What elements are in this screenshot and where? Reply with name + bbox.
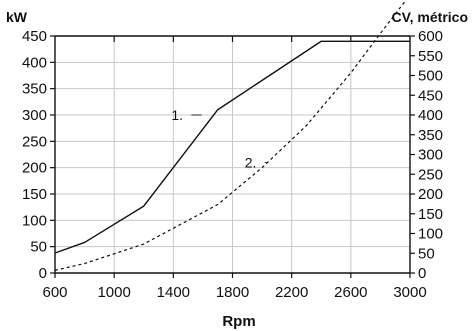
right-tick-label: 200 [418,186,443,203]
right-tick-label: 350 [418,127,443,144]
x-tick-label: 2600 [334,284,367,301]
series-2-label: 2. [245,154,257,170]
x-tick-label: 1800 [216,284,249,301]
right-tick-label: 400 [418,107,443,124]
x-tick-label: 1400 [157,284,190,301]
right-tick-label: 450 [418,87,443,104]
right-tick-label: 0 [418,265,426,282]
right-tick-label: 150 [418,206,443,223]
right-tick-label: 550 [418,48,443,65]
x-tick-label: 2200 [275,284,308,301]
series-1-power-kw-line [54,40,410,254]
right-tick-label: 600 [418,28,443,45]
right-axis-ticks: 0 50 100 150 200 250 300 350 400 450 500 550 600 [410,28,443,282]
x-axis-ticks: 600 1000 1400 1800 2200 2600 3000 [42,273,427,301]
left-tick-label: 400 [22,54,47,71]
left-tick-label: 50 [30,239,47,256]
left-tick-label: 0 [39,265,47,282]
left-axis-ticks: 0 50 100 150 200 250 300 350 400 450 [22,28,55,282]
x-axis-label: Rpm [222,313,255,330]
left-tick-label: 200 [22,160,47,177]
right-tick-label: 100 [418,226,443,243]
left-tick-label: 350 [22,81,47,98]
right-tick-label: 250 [418,166,443,183]
series-2-dashed-line [54,0,407,271]
left-axis-unit-label: kW [6,9,28,25]
right-tick-label: 50 [418,245,435,262]
left-tick-label: 150 [22,186,47,203]
x-tick-label: 600 [42,284,67,301]
left-tick-label: 450 [22,28,47,45]
x-tick-label: 3000 [393,284,426,301]
left-tick-label: 250 [22,133,47,150]
right-tick-label: 300 [418,147,443,164]
left-tick-label: 300 [22,107,47,124]
series-1-label: 1. [171,107,183,123]
right-tick-label: 500 [418,68,443,85]
series-layer: 1. 2. [54,0,410,271]
right-axis-unit-label: CV, métrico [391,9,468,25]
chart-grid [55,35,410,273]
x-tick-label: 1000 [97,284,130,301]
left-tick-label: 100 [22,212,47,229]
